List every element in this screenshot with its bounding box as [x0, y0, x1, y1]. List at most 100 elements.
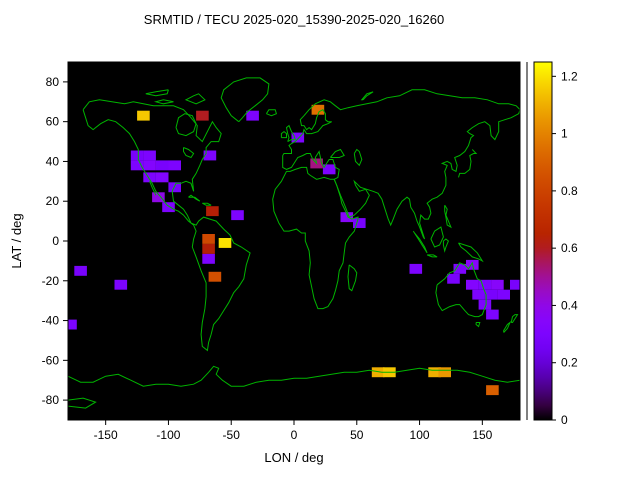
tec-cell: [143, 150, 156, 161]
tec-cell: [162, 202, 175, 213]
coastline: [280, 130, 287, 139]
y-tick-label: 80: [46, 75, 60, 89]
coastline: [430, 226, 444, 248]
coastline: [183, 147, 195, 159]
coastline: [153, 99, 174, 105]
tec-cell: [202, 253, 215, 264]
coastline: [68, 397, 97, 409]
coastline: [360, 91, 374, 101]
tec-cell: [130, 160, 144, 171]
colorbar-tick-label: 0.8: [561, 184, 578, 198]
colorbar-tick-label: 1: [561, 127, 568, 141]
coastline: [503, 320, 512, 333]
coastline: [353, 148, 363, 167]
x-tick-label: 150: [472, 428, 492, 442]
x-axis-label: LON / deg: [264, 450, 324, 465]
coastline: [347, 264, 358, 292]
tec-cell: [231, 210, 244, 221]
colorbar-tick-label: 0.6: [561, 241, 578, 255]
tec-cell: [291, 132, 305, 143]
coastline: [330, 148, 345, 158]
tec-cell: [453, 263, 467, 274]
tec-cell: [409, 263, 423, 274]
y-tick-label: 20: [46, 194, 60, 208]
coastline: [442, 238, 450, 253]
tec-cell: [486, 309, 499, 320]
coastline: [282, 89, 520, 240]
x-tick-label: -100: [156, 428, 180, 442]
tec-cell: [74, 265, 87, 276]
tec-cell: [206, 206, 219, 217]
coastline: [510, 314, 519, 323]
tec-cell: [196, 110, 209, 121]
tec-cell: [246, 110, 259, 121]
coastline: [272, 166, 359, 310]
tec-cell: [438, 367, 451, 378]
tec-cell: [484, 289, 498, 300]
coastline: [435, 261, 487, 318]
tec-cell: [218, 238, 232, 248]
tec-cell: [486, 385, 499, 396]
coastline: [68, 365, 520, 387]
tec-cell: [152, 192, 165, 203]
tec-cell: [168, 182, 181, 193]
tec-cell: [371, 367, 385, 378]
tec-cell: [143, 160, 156, 171]
tec-cell: [478, 299, 492, 310]
coastline: [184, 93, 206, 105]
tec-cell: [68, 319, 77, 330]
coastline: [175, 113, 197, 137]
tec-cell: [447, 273, 460, 284]
coastline: [220, 77, 270, 123]
y-tick-label: -80: [42, 393, 60, 407]
y-tick-label: -60: [42, 353, 60, 367]
tec-cell: [491, 279, 504, 290]
tec-cell: [428, 367, 441, 378]
colorbar: [533, 61, 553, 421]
tec-cell: [155, 160, 169, 171]
tec-cell: [155, 172, 169, 183]
x-tick-label: -150: [94, 428, 118, 442]
colorbar-tick-label: 0.4: [561, 298, 578, 312]
tec-cell: [202, 244, 215, 254]
coastline: [82, 99, 251, 352]
coastline: [412, 230, 428, 254]
tec-cell: [130, 150, 144, 161]
coastlines: [68, 77, 520, 409]
tec-cell: [340, 212, 354, 223]
y-tick-label: 40: [46, 154, 60, 168]
coastline: [285, 124, 296, 143]
y-tick-label: 60: [46, 115, 60, 129]
tec-cell: [202, 234, 215, 244]
coastline: [202, 202, 212, 206]
colorbar-tick-label: 0: [561, 413, 568, 427]
colorbar-tick-label: 0.2: [561, 356, 578, 370]
tec-cell: [311, 104, 325, 115]
x-tick-label: -50: [223, 428, 241, 442]
coastline: [458, 149, 478, 178]
coastline: [265, 109, 278, 117]
colorbar-tick-label: 1.2: [561, 69, 578, 83]
coastline: [444, 204, 452, 229]
y-tick-label: -40: [42, 314, 60, 328]
tec-cell: [203, 150, 217, 161]
x-tick-label: 50: [350, 428, 364, 442]
tec-cell: [510, 279, 520, 290]
tec-cell: [168, 160, 181, 171]
coastline: [426, 254, 438, 258]
coastline: [475, 322, 481, 328]
coastline: [188, 194, 201, 202]
coastline: [145, 89, 169, 97]
y-tick-label: 0: [52, 234, 59, 248]
tec-cell: [353, 218, 366, 228]
coastline: [149, 181, 157, 196]
tec-cell: [497, 289, 510, 300]
tec-cell: [322, 164, 336, 175]
map-background: [68, 62, 520, 420]
chart-title: SRMTID / TECU 2025-020_15390-2025-020_16…: [143, 12, 445, 27]
tec-cell: [466, 279, 479, 290]
tec-cell: [478, 279, 492, 290]
y-tick-label: -20: [42, 274, 60, 288]
